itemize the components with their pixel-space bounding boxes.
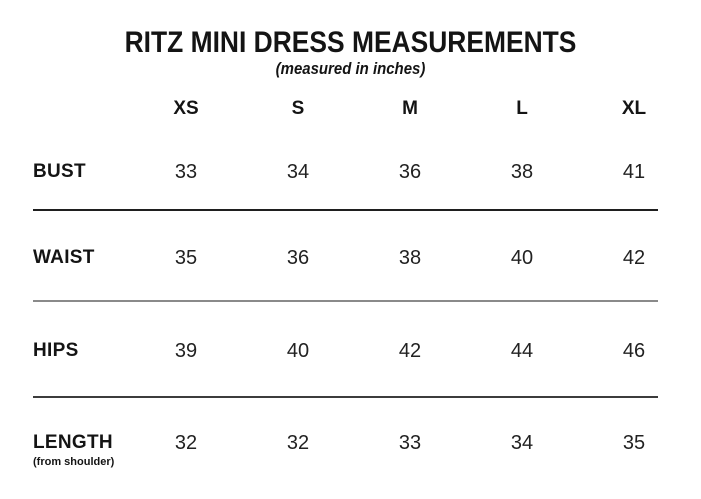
hips-xs-value: 39 (174, 339, 198, 362)
length-l-value: 34 (510, 431, 534, 454)
header-row: XS S M L XL (0, 95, 701, 123)
row-label-hips: HIPS (33, 340, 79, 361)
row-label-waist: WAIST (33, 247, 95, 268)
length-xl-value: 35 (622, 431, 646, 454)
column-header-m: M (402, 98, 418, 119)
hips-s-value: 40 (286, 339, 310, 362)
row-label-bust: BUST (33, 161, 86, 182)
row-separator-1 (33, 209, 658, 211)
hips-xl-value: 46 (622, 339, 646, 362)
row-sublabel-length: (from shoulder) (33, 456, 115, 468)
column-header-s: S (291, 98, 305, 119)
table-row-length: LENGTH 32 32 33 34 35 (0, 429, 701, 457)
column-header-l: L (516, 98, 528, 119)
bust-s-value: 34 (286, 160, 310, 183)
table-row-bust: BUST 33 34 36 38 41 (0, 158, 701, 186)
column-header-xl: XL (621, 98, 647, 119)
hips-l-value: 44 (510, 339, 534, 362)
length-s-value: 32 (286, 431, 310, 454)
length-m-value: 33 (398, 431, 422, 454)
row-separator-3 (33, 396, 658, 398)
hips-m-value: 42 (398, 339, 422, 362)
bust-l-value: 38 (510, 160, 534, 183)
table-row-hips: HIPS 39 40 42 44 46 (0, 337, 701, 365)
page-subtitle: (measured in inches) (275, 59, 426, 78)
waist-s-value: 36 (286, 246, 310, 269)
row-separator-2 (33, 300, 658, 302)
waist-m-value: 38 (398, 246, 422, 269)
bust-xs-value: 33 (174, 160, 198, 183)
table-row-waist: WAIST 35 36 38 40 42 (0, 244, 701, 272)
waist-l-value: 40 (510, 246, 534, 269)
bust-m-value: 36 (398, 160, 422, 183)
row-label-length: LENGTH (33, 432, 113, 453)
waist-xl-value: 42 (622, 246, 646, 269)
page-title: RITZ MINI DRESS MEASUREMENTS (124, 26, 577, 59)
column-header-xs: XS (173, 98, 199, 119)
bust-xl-value: 41 (622, 160, 646, 183)
length-xs-value: 32 (174, 431, 198, 454)
waist-xs-value: 35 (174, 246, 198, 269)
